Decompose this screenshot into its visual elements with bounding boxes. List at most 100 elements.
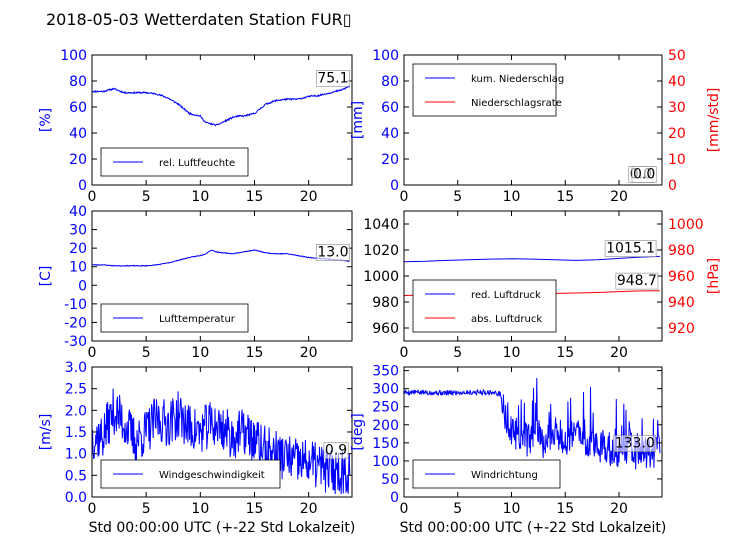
precipitation-xtick-label: 5 xyxy=(453,189,462,205)
temperature-xtick-label: 15 xyxy=(246,345,264,361)
pressure-annotation: 1015.1 xyxy=(606,241,655,257)
pressure-legend-label: red. Luftdruck xyxy=(471,290,541,301)
wind_speed-ytick-label: 3.0 xyxy=(65,360,87,376)
humidity-plot-frame xyxy=(91,54,353,186)
wind_speed-xtick-label: 0 xyxy=(88,501,97,517)
panel-temperature: 0 5 10 15 20 -30 -20 -10 0 10 20 30 40 [C] Lufttempera… xyxy=(38,204,353,361)
pressure-ytick-right-label: 920 xyxy=(668,321,695,337)
pressure-ytick-right-label: 960 xyxy=(668,269,695,285)
wind_speed-ytick-label: 0.5 xyxy=(65,468,87,484)
wind_speed-ytick-label: 2.5 xyxy=(65,382,87,398)
precipitation-ytick-label: 0 xyxy=(390,178,399,194)
precipitation-ylabel-right: [mm/std] xyxy=(706,88,722,153)
pressure-series-0 xyxy=(404,255,660,263)
temperature-xtick-label: 20 xyxy=(300,345,318,361)
humidity-annotation: 75.1 xyxy=(317,70,348,86)
wind_direction-ytick-label: 350 xyxy=(372,364,399,380)
temperature-ytick-label: 10 xyxy=(69,260,87,276)
wind_direction-ytick-label: 200 xyxy=(372,418,399,434)
precipitation-ytick-label: 100 xyxy=(372,48,399,64)
temperature-annotation-box xyxy=(316,244,350,261)
pressure-ytick-label: 960 xyxy=(372,321,399,337)
humidity-ytick-label: 60 xyxy=(69,100,87,116)
wind_speed-xlabel: Std 00:00:00 UTC (+-22 Std Lokalzeit) xyxy=(89,520,356,536)
pressure-xtick-label: 20 xyxy=(610,345,628,361)
wind_direction-xtick-label: 5 xyxy=(453,501,462,517)
humidity-xtick-label: 5 xyxy=(142,189,151,205)
humidity-xtick-label: 20 xyxy=(300,189,318,205)
precipitation-ytick-label: 20 xyxy=(381,152,399,168)
temperature-ytick-label: 40 xyxy=(69,204,87,220)
wind_speed-series-0 xyxy=(92,388,351,495)
precipitation-legend-box xyxy=(412,63,557,117)
pressure-ytick-right-label: 980 xyxy=(668,243,695,259)
temperature-ytick-label: 0 xyxy=(78,278,87,294)
panel-precipitation: 0 5 10 15 20 0 20 40 60 80 100 0 10 20 30 40 50 [mm] [mm/s… xyxy=(350,48,722,205)
wind_speed-xtick-label: 15 xyxy=(246,501,264,517)
temperature-legend-label: Lufttemperatur xyxy=(159,314,236,325)
wind_direction-legend-label: Windrichtung xyxy=(471,470,538,481)
humidity-ytick-label: 0 xyxy=(78,178,87,194)
humidity-xtick-label: 15 xyxy=(246,189,264,205)
temperature-ytick-label: -10 xyxy=(64,297,87,313)
precipitation-ytick-right-label: 50 xyxy=(668,48,686,64)
temperature-ytick-label: 30 xyxy=(69,223,87,239)
precipitation-legend-label: kum. Niederschlag xyxy=(471,74,564,85)
temperature-ytick-label: -30 xyxy=(64,334,87,350)
wind_direction-xlabel: Std 00:00:00 UTC (+-22 Std Lokalzeit) xyxy=(400,520,667,536)
pressure-xtick-label: 5 xyxy=(453,345,462,361)
temperature-xtick-label: 5 xyxy=(142,345,151,361)
pressure-ytick-label: 1020 xyxy=(363,243,399,259)
precipitation-ytick-label: 60 xyxy=(381,100,399,116)
precipitation-ylabel: [mm] xyxy=(350,101,366,139)
pressure-xtick-label: 10 xyxy=(503,345,521,361)
precipitation-plot-frame xyxy=(403,54,663,186)
pressure-ytick-label: 1000 xyxy=(363,269,399,285)
pressure-ytick-right-label: 940 xyxy=(668,295,695,311)
precipitation-ytick-right-label: 10 xyxy=(668,152,686,168)
wind_speed-ytick-label: 1.5 xyxy=(65,425,87,441)
pressure-legend-label: abs. Luftdruck xyxy=(471,314,542,325)
pressure-annotation2-box xyxy=(615,272,659,290)
wind_speed-ylabel: [m/s] xyxy=(38,414,54,451)
wind_direction-ytick-label: 100 xyxy=(372,454,399,470)
wind_direction-ytick-label: 150 xyxy=(372,436,399,452)
pressure-legend: red. Luftdruck abs. Luftdruck xyxy=(412,279,557,333)
wind_direction-ytick-label: 300 xyxy=(372,382,399,398)
pressure-legend-box xyxy=(412,279,557,333)
wind_direction-ytick-label: 0 xyxy=(390,490,399,506)
panel-pressure: 0 5 10 15 20 960 980 1000 1020 1040 920 940 960 980 10… xyxy=(363,210,722,361)
temperature-legend: Lufttemperatur xyxy=(100,303,249,333)
wind_direction-ytick-label: 250 xyxy=(372,400,399,416)
temperature-ytick-label: -20 xyxy=(64,315,87,331)
humidity-ytick-label: 100 xyxy=(60,48,87,64)
precipitation-ytick-right-label: 0 xyxy=(668,178,677,194)
wind_direction-xtick-label: 20 xyxy=(610,501,628,517)
precipitation-annotation2-box xyxy=(631,166,657,183)
pressure-ytick-label: 980 xyxy=(372,295,399,311)
pressure-ytick-label: 1040 xyxy=(363,217,399,233)
wind_speed-legend-box xyxy=(100,459,281,489)
humidity-ytick-label: 20 xyxy=(69,152,87,168)
panel-wind_speed: 0 5 10 15 20 0.0 0.5 1.0 1.5 2.0 2.5 3.0 [m/s] Std 00… xyxy=(38,360,355,536)
humidity-ylabel: [%] xyxy=(38,108,54,132)
precipitation-ytick-right-label: 30 xyxy=(668,100,686,116)
precipitation-xtick-label: 20 xyxy=(610,189,628,205)
pressure-annotation2: 948.7 xyxy=(617,273,657,289)
humidity-legend-label: rel. Luftfeuchte xyxy=(159,158,235,169)
precipitation-legend-label: Niederschlagsrate xyxy=(471,98,562,109)
pressure-ylabel-right: [hPa] xyxy=(706,258,722,294)
humidity-ytick-label: 80 xyxy=(69,74,87,90)
precipitation-xtick-label: 10 xyxy=(503,189,521,205)
wind_speed-xtick-label: 5 xyxy=(142,501,151,517)
wind_speed-ytick-label: 2.0 xyxy=(65,403,87,419)
wind_speed-xtick-label: 10 xyxy=(191,501,209,517)
wind_speed-legend-label: Windgeschwindigkeit xyxy=(159,470,265,481)
wind_direction-ytick-label: 50 xyxy=(381,472,399,488)
humidity-series-0 xyxy=(92,85,351,127)
precipitation-ytick-label: 80 xyxy=(381,74,399,90)
pressure-annotation-box xyxy=(604,240,657,257)
panel-humidity: 0 5 10 15 20 0 20 40 60 80 100 [%] rel. Luftfeuchte 7… xyxy=(38,48,353,205)
